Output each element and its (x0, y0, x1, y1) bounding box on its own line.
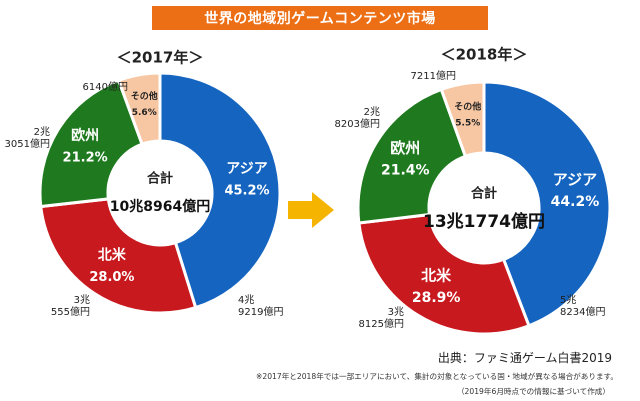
slice-label-north-america: 北米 (98, 247, 127, 264)
source-citation: 出典：ファミ通ゲーム白書2019 (437, 351, 612, 365)
slice-amount-north-america: 555億円 (51, 305, 90, 318)
slice-amount-other: 7211億円 (411, 69, 456, 82)
slice-percent-north-america: 28.0% (89, 270, 134, 285)
slice-label-asia: アジア (226, 161, 267, 177)
slice-percent-other: 5.6% (132, 108, 157, 118)
chart-title: ＜2017年＞ (117, 49, 204, 67)
slice-north-america (357, 212, 531, 336)
slice-percent-europe: 21.4% (381, 162, 430, 178)
slice-amount-asia: 8234億円 (560, 305, 605, 318)
slice-amount-europe: 2兆 (34, 126, 50, 138)
arrow-icon (288, 192, 334, 228)
slice-percent-europe: 21.2% (63, 150, 108, 165)
slice-percent-north-america: 28.9% (412, 290, 461, 306)
slice-other (116, 71, 162, 147)
slice-percent-other: 5.5% (455, 118, 480, 128)
slice-amount-europe: 8203億円 (335, 117, 380, 130)
slice-label-europe: 欧州 (390, 139, 420, 157)
chart-title-banner: 世界の地域別ゲームコンテンツ市場 (152, 6, 488, 30)
slice-amount-other: 6140億円 (83, 80, 128, 93)
total-label: 合計 (147, 171, 173, 187)
slice-asia (482, 80, 612, 328)
slice-label-north-america: 北米 (421, 267, 452, 285)
slice-label-europe: 欧州 (71, 127, 99, 144)
slice-label-other: その他 (131, 90, 158, 102)
slice-amount-north-america: 3兆 (388, 306, 404, 318)
total-value: 10兆8964億円 (110, 198, 210, 215)
slice-asia (158, 71, 282, 310)
slice-label-other: その他 (454, 100, 481, 112)
slice-label-asia: アジア (553, 171, 597, 189)
slice-europe (38, 78, 145, 209)
slice-amount-north-america: 8125億円 (359, 317, 404, 330)
slice-north-america (39, 197, 198, 315)
slice-amount-asia: 9219億円 (238, 305, 283, 318)
slice-amount-north-america: 3兆 (74, 294, 90, 306)
date-note: （2019年6月時点での情報に基づいて作成） (456, 387, 610, 396)
slice-amount-asia: 5兆 (560, 294, 576, 306)
slice-percent-asia: 44.2% (551, 194, 600, 210)
right-arrow-icon (288, 192, 334, 228)
slice-amount-asia: 4兆 (238, 294, 254, 306)
slice-other (439, 80, 486, 159)
total-value: 13兆1774億円 (423, 211, 545, 232)
chart-title: ＜2018年＞ (441, 46, 528, 64)
slice-amount-europe: 2兆 (364, 106, 380, 118)
footnote: ※2017年と2018年では一部エリアにおいて、集計の対象となっている国・地域が… (256, 372, 618, 381)
slice-amount-europe: 3051億円 (5, 137, 50, 150)
slice-percent-asia: 45.2% (224, 183, 269, 198)
total-label: 合計 (471, 186, 497, 202)
slice-europe (356, 87, 468, 225)
